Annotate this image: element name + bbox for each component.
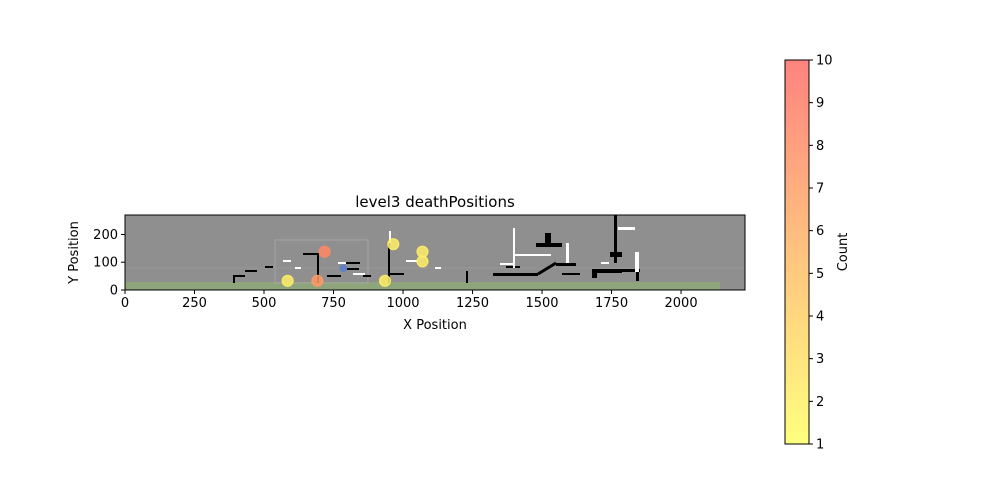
colorbar-ticks: 1 2 3 4 5 6 7 8 9 10 [809, 54, 833, 453]
colorbar-tick-label: 6 [816, 224, 824, 239]
x-axis-label: X Position [403, 318, 467, 333]
death-point [378, 274, 392, 287]
death-point [311, 274, 324, 287]
x-tick-label: 0 [121, 296, 129, 311]
colorbar-tick-label: 2 [816, 395, 824, 410]
x-tick-label: 1750 [595, 296, 628, 311]
x-axis-ticks: 0 250 500 750 1000 1250 1500 1750 2000 [121, 290, 698, 311]
y-axis-ticks: 0 100 200 [93, 228, 125, 299]
plot-frame [124, 214, 746, 291]
y-tick-label: 100 [93, 256, 118, 271]
colorbar-tick-label: 8 [816, 139, 824, 154]
death-point [281, 274, 294, 287]
x-tick-label: 750 [321, 296, 346, 311]
death-point [416, 255, 429, 268]
colorbar-tick-label: 1 [816, 438, 824, 453]
death-point [339, 264, 348, 273]
level-map-background [125, 215, 745, 290]
colorbar-tick-label: 10 [816, 54, 833, 69]
colorbar-label: Count [836, 233, 851, 272]
x-tick-label: 1000 [386, 296, 419, 311]
x-tick-label: 1250 [456, 296, 489, 311]
map-platforms [233, 215, 640, 283]
colorbar-gradient [784, 59, 810, 445]
colorbar-tick-label: 4 [816, 310, 824, 325]
map-ramp [537, 261, 557, 276]
colorbar-tick-label: 5 [816, 267, 824, 282]
map-ground [125, 282, 720, 290]
death-point [318, 245, 331, 258]
scatter-points [281, 238, 429, 287]
x-tick-label: 250 [182, 296, 207, 311]
colorbar-tick-label: 9 [816, 96, 824, 111]
map-sky [125, 215, 745, 290]
map-white-blocks [283, 227, 639, 275]
x-tick-label: 500 [252, 296, 277, 311]
y-axis-label: Y Position [67, 221, 82, 285]
colorbar: 1 2 3 4 5 6 7 8 9 10 Count [784, 54, 851, 453]
x-tick-label: 2000 [665, 296, 698, 311]
colorbar-tick-label: 7 [816, 182, 824, 197]
y-tick-label: 0 [110, 284, 118, 299]
death-point [387, 238, 400, 251]
colorbar-tick-label: 3 [816, 352, 824, 367]
chart-title: level3 deathPositions [355, 193, 515, 211]
x-tick-label: 1500 [525, 296, 558, 311]
y-tick-label: 200 [93, 228, 118, 243]
